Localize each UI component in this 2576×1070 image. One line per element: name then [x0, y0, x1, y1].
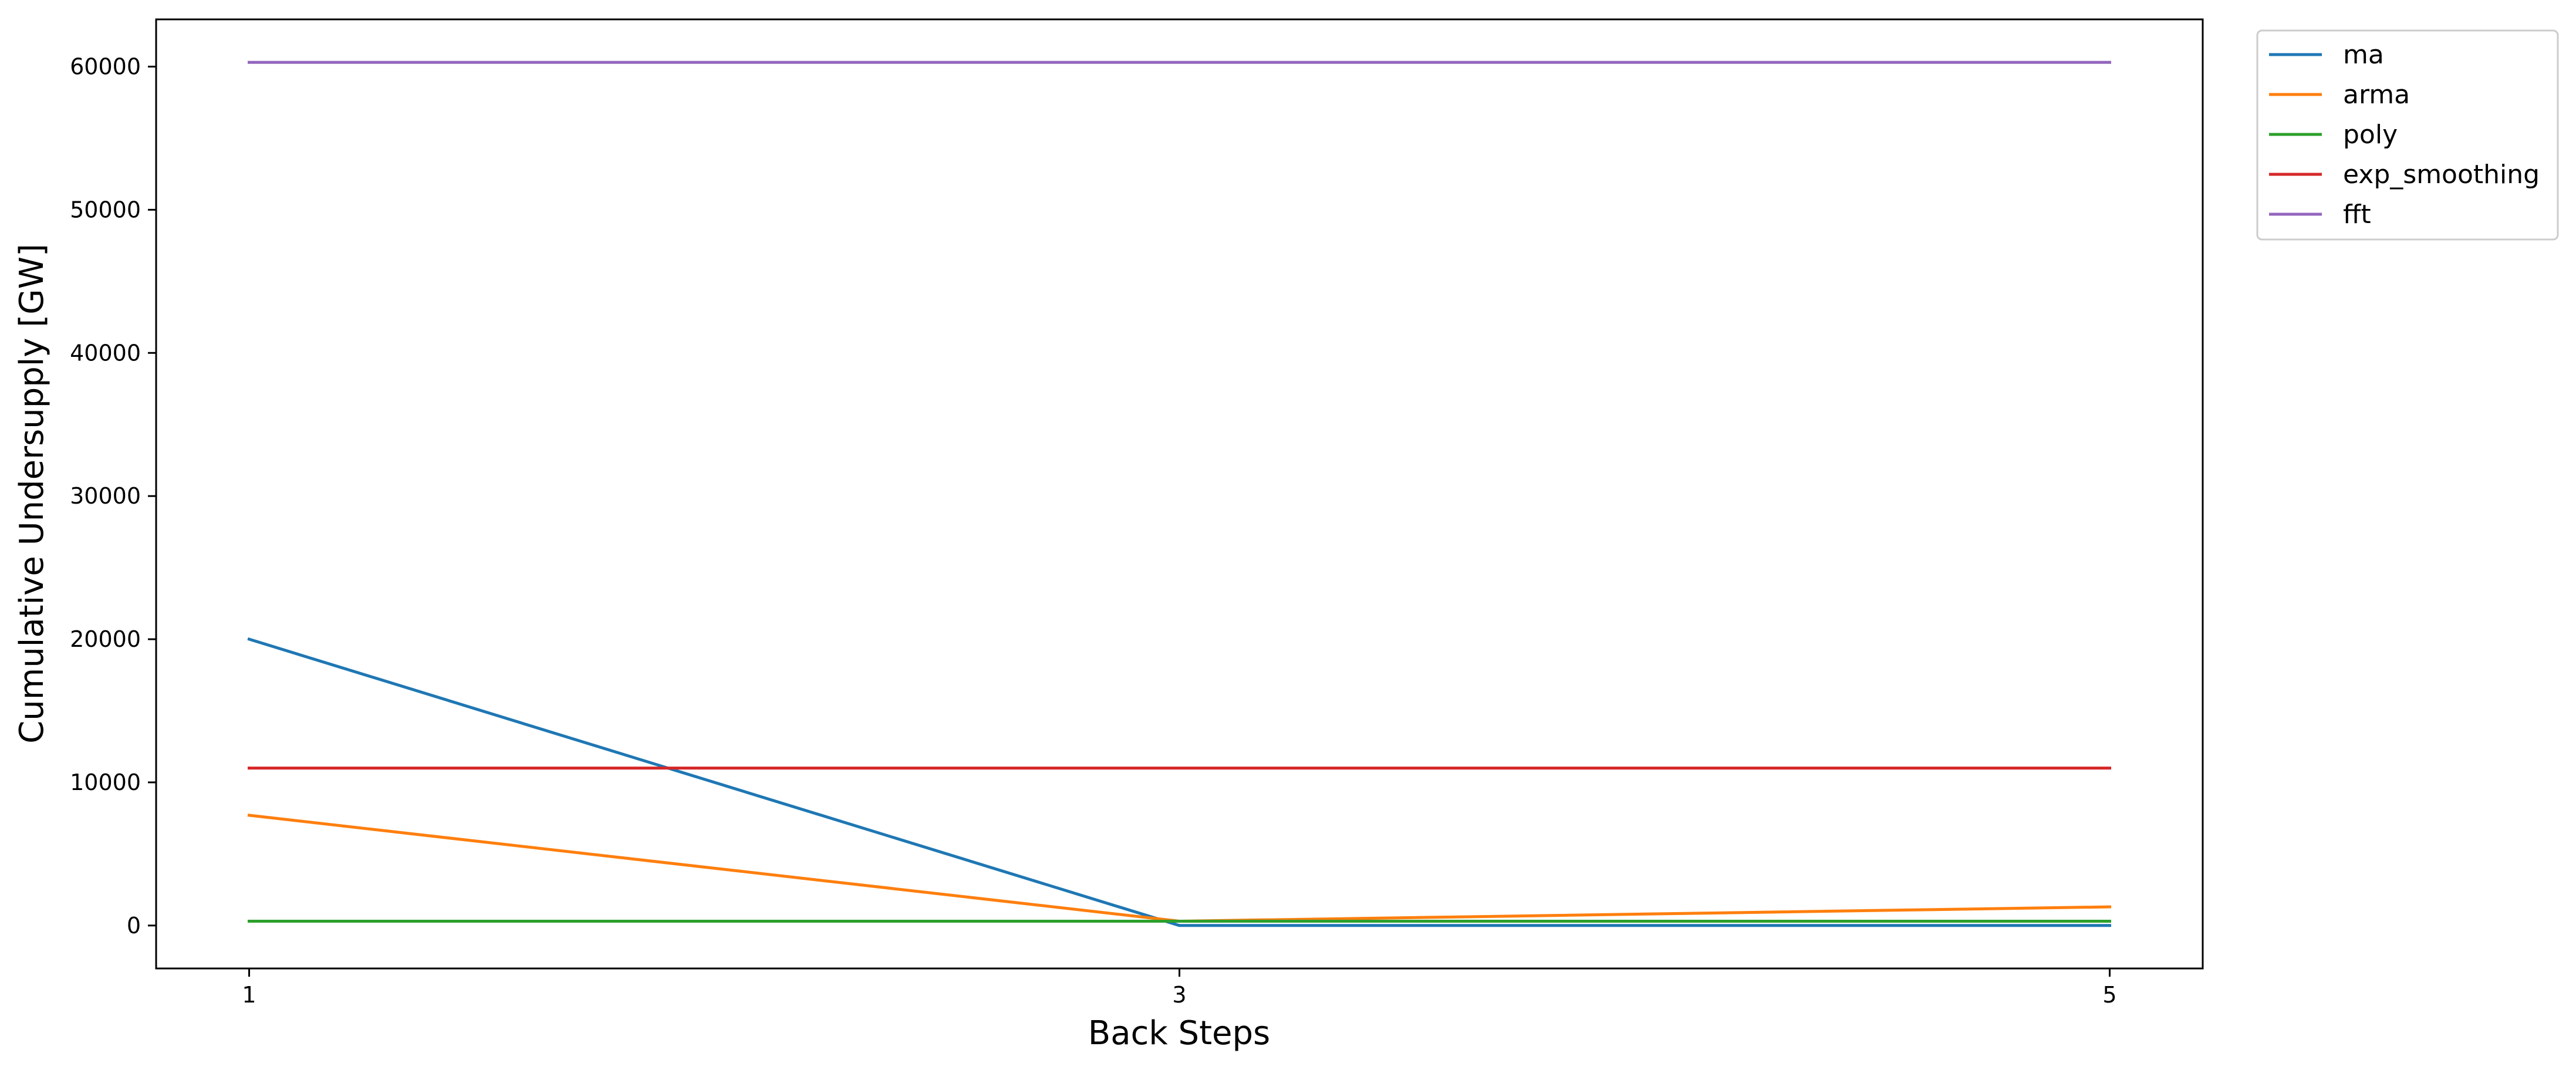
- y-tick-label: 30000: [70, 483, 141, 509]
- series-layer: [247, 60, 2112, 927]
- series-line-ma: [247, 637, 2111, 927]
- legend-label-fft: fft: [2343, 200, 2371, 229]
- x-axis-label: Back Steps: [1088, 1014, 1270, 1052]
- y-tick-label: 50000: [70, 197, 141, 222]
- x-tick-label: 3: [1172, 982, 1186, 1008]
- y-tick-label: 10000: [70, 769, 141, 795]
- legend-label-ma: ma: [2343, 40, 2384, 70]
- legend-label-arma: arma: [2343, 80, 2410, 110]
- legend-label-exp_smoothing: exp_smoothing: [2343, 160, 2540, 190]
- legend-label-poly: poly: [2343, 120, 2398, 150]
- legend-frame: [2256, 29, 2559, 241]
- x-tick-label: 1: [242, 982, 256, 1008]
- y-tick-label: 20000: [70, 626, 141, 652]
- y-tick-label: 0: [127, 913, 141, 939]
- y-axis-label: Cumulative Undersupply [GW]: [13, 244, 51, 744]
- plot-background: [156, 19, 2203, 968]
- x-tick-label: 5: [2102, 982, 2116, 1008]
- x-axis-ticks: 1 3 5: [242, 968, 2117, 1008]
- y-axis-ticks: 0 10000 20000 30000 40000 50000 60000: [70, 53, 156, 939]
- y-tick-label: 60000: [70, 53, 141, 79]
- y-tick-label: 40000: [70, 340, 141, 366]
